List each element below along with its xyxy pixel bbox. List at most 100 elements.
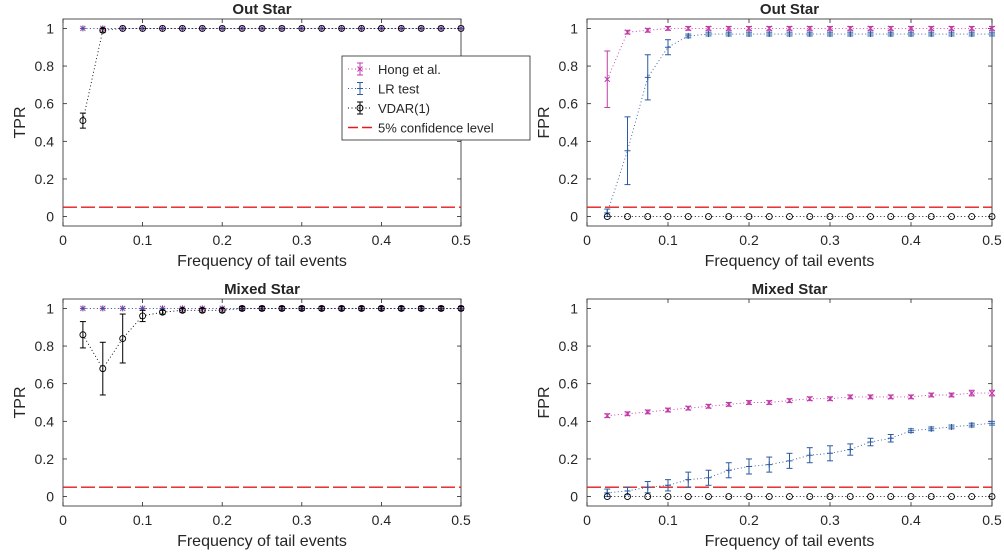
data-point [927,213,935,221]
x-tick-label: 0.3 [292,232,312,248]
data-point [846,493,854,501]
data-point [928,25,935,32]
series-vdar-1 [603,213,996,221]
data-point [139,24,147,32]
legend-marker [356,104,364,112]
data-point [988,493,996,501]
data-point [847,446,854,453]
x-tick-label: 0.3 [820,232,840,248]
data-point [968,390,975,396]
data-point [79,117,87,125]
data-point [908,394,914,400]
data-point [887,394,894,400]
series-hong-et-al [604,25,995,108]
data-point [725,25,732,32]
legend-marker [357,85,363,92]
x-tick-label: 0.2 [739,512,759,528]
x-tick-label: 0.1 [658,512,678,528]
x-tick-label: 0.4 [372,512,392,528]
y-tick-label: 1 [46,20,54,36]
x-tick-label: 0 [59,232,67,248]
data-point [725,31,732,38]
data-point [457,304,465,312]
data-point [786,493,793,501]
data-point [685,32,692,39]
data-point [705,31,712,38]
data-point [887,31,894,38]
data-point [437,24,445,32]
y-tick-label: 0 [46,489,54,505]
data-point [806,493,814,501]
data-point [847,394,854,400]
y-tick-label: 0.4 [35,413,55,429]
series-lr-test [604,420,995,498]
data-point [786,397,793,404]
chart-title: Mixed Star [224,281,300,298]
data-point [258,304,266,312]
data-point [745,213,753,221]
data-point [948,31,955,38]
data-point [867,25,874,32]
data-point [948,213,955,221]
y-axis-label: TPR [12,107,29,139]
data-point [908,427,914,434]
data-point [624,147,631,154]
y-tick-label: 0.6 [35,96,55,112]
legend-label: LR test [378,82,420,97]
data-point [119,24,127,32]
data-point [725,467,732,474]
series-line [607,422,993,494]
series-line [606,27,992,80]
data-point [766,399,773,406]
series-hong-et-al [604,389,995,419]
data-point [644,27,651,34]
data-point [198,306,206,314]
data-point [99,305,106,312]
data-point [139,312,147,320]
data-point [644,213,652,221]
data-point [218,24,226,32]
data-point [665,482,671,489]
data-point [968,25,975,32]
data-point [968,31,975,38]
data-point [99,365,107,373]
axes-box [586,298,993,507]
data-point [603,493,611,501]
data-point [806,25,813,32]
chart-title: Out Star [232,1,291,18]
x-tick-label: 0.5 [451,512,471,528]
data-point [397,24,405,32]
x-tick-label: 0.3 [820,512,840,528]
data-point [437,304,445,312]
data-point [765,493,773,501]
data-point [665,25,671,32]
chart-panel: 0 0.1 0.2 0.3 0.4 0.5 0 0.2 0.4 0.6 0.8 1 Mixed Star… [12,281,471,550]
data-point [685,476,692,483]
data-point [705,213,712,221]
data-point [786,213,793,221]
series-lr-test [604,31,995,218]
data-point [99,26,107,34]
data-point [786,457,793,464]
series-vdar-1 [79,24,465,129]
chart-panel: 0 0.1 0.2 0.3 0.4 0.5 0 0.2 0.4 0.6 0.8 1 Mixed Star… [536,281,1002,550]
data-point [604,209,611,216]
data-point [664,213,672,221]
data-point [725,401,732,408]
data-point [746,399,752,406]
data-point [887,25,894,32]
data-point [318,25,325,32]
data-point [664,493,672,501]
y-tick-label: 0.6 [559,376,579,392]
x-tick-label: 0 [583,512,591,528]
data-point [928,425,935,432]
x-tick-label: 0.2 [212,512,232,528]
series-line [607,392,992,417]
data-point [786,31,793,38]
data-point [948,25,955,32]
data-point [178,306,186,314]
data-point [806,395,813,402]
x-tick-label: 0.5 [982,232,1002,248]
data-point [178,24,186,32]
x-tick-label: 0.4 [901,512,921,528]
